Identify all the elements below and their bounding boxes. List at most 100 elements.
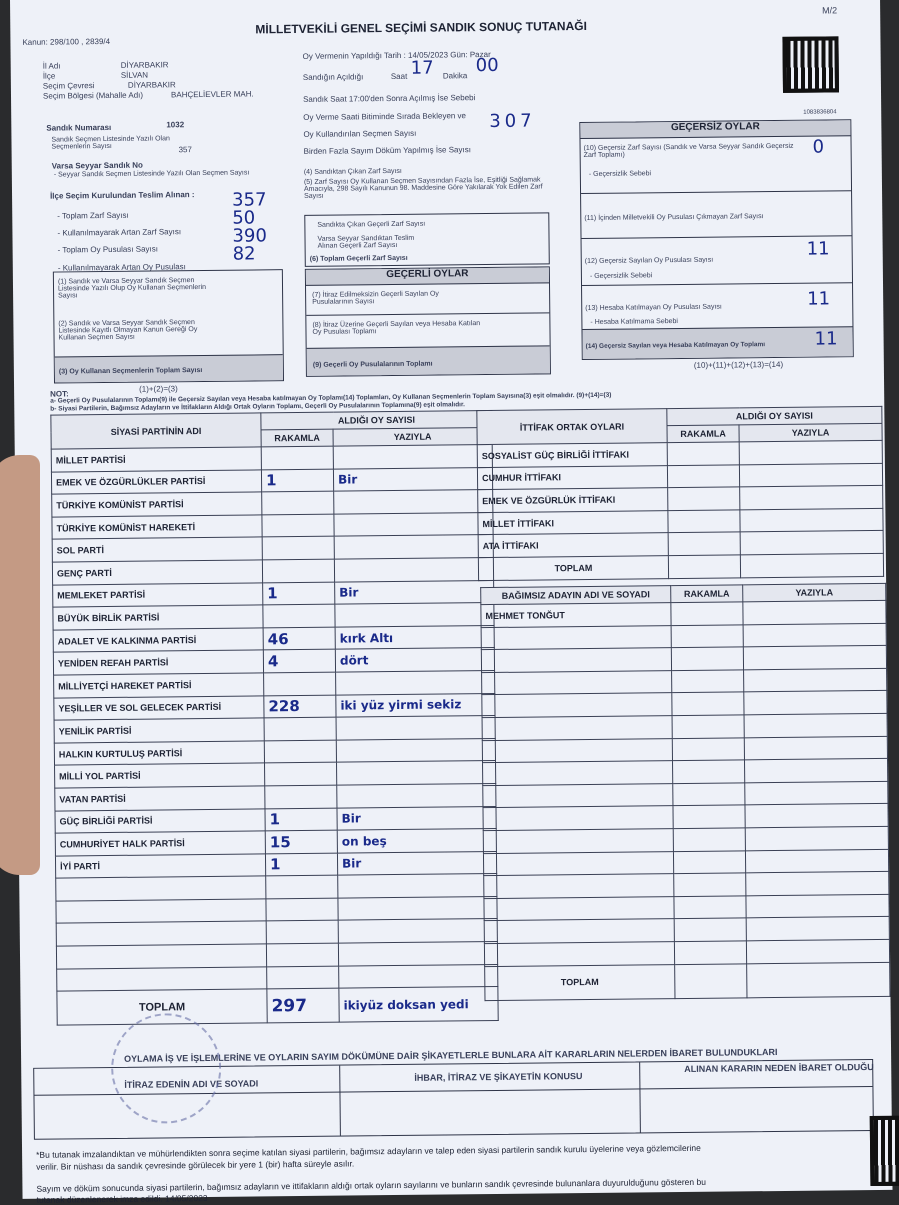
- il-value: DİYARBAKIR: [120, 60, 169, 70]
- alliance-name: EMEK VE ÖZGÜRLÜK İTTİFAKI: [477, 487, 668, 513]
- voting-date: Oy Vermenin Yapıldığı Tarih : 14/05/2023…: [302, 49, 491, 61]
- hour-value: 17: [410, 57, 434, 79]
- party-name: [55, 876, 266, 901]
- election-result-form: Kanun: 298/100 , 2839/4 MİLLETVEKİLİ GEN…: [10, 0, 899, 1205]
- party-votes-num: [266, 943, 339, 967]
- party-votes-text: [334, 557, 494, 582]
- party-votes-num: [264, 762, 337, 786]
- party-votes-text: Bir: [333, 467, 493, 492]
- party-votes-text: [338, 964, 498, 989]
- received-value: 82: [232, 243, 256, 265]
- valid-envelopes-box: Sandıkta Çıkan Geçerli Zarf Sayısı Varsa…: [304, 212, 550, 267]
- invalid-line-12: (12) Geçersiz Sayılan Oy Pusulası Sayısı: [584, 256, 714, 265]
- bolge-value: BAHÇELİEVLER MAH.: [170, 89, 254, 100]
- party-votes-num: [261, 446, 334, 470]
- alliance-text-header: YAZIYLA: [738, 423, 883, 442]
- party-votes-num: 46: [263, 626, 336, 651]
- minute-value: 00: [475, 54, 499, 77]
- party-votes-num: 1: [265, 852, 338, 877]
- num-header: RAKAMLA: [261, 429, 334, 447]
- party-name: EMEK VE ÖZGÜRLÜKLER PARTİSİ: [51, 469, 262, 495]
- cevre-value: DİYARBAKIR: [127, 80, 176, 90]
- invalid-line-11: (11) İçinden Milletvekili Oy Pusulası Çı…: [584, 213, 764, 222]
- party-votes-num: 228: [263, 694, 337, 719]
- party-name: [56, 921, 267, 947]
- party-name: MİLLET PARTİSİ: [51, 446, 262, 472]
- invalid-formula: (10)+(11)+(12)+(13)=(14): [693, 359, 784, 370]
- party-votes-text: Bir: [337, 851, 497, 876]
- alliance-name: CUMHUR İTTİFAKI: [477, 465, 668, 490]
- bolge-label: Seçim Bölgesi (Mahalle Adı): [42, 90, 144, 101]
- queue-label-2: Oy Kullandırılan Seçmen Sayısı: [303, 128, 417, 139]
- form-title: MİLLETVEKİLİ GENEL SEÇİMİ SANDIK SONUÇ T…: [255, 18, 587, 37]
- independent-name: [484, 941, 675, 967]
- party-votes-text: [338, 918, 498, 944]
- party-votes-num: [265, 875, 338, 899]
- party-votes-num: [264, 785, 337, 809]
- queue-value: 307: [489, 110, 536, 132]
- party-name: YEŞİLLER VE SOL GELECEK PARTİSİ: [53, 695, 265, 721]
- envelopes-6: (6) Toplam Geçerli Zarf Sayısı: [309, 254, 408, 263]
- party-name: YENİDEN REFAH PARTİSİ: [53, 650, 264, 676]
- independent-name: [482, 760, 673, 786]
- complaints-col-3: ALINAN KARARIN NEDEN İBARET OLDUĞU: [684, 1062, 874, 1074]
- party-votes-text: [334, 534, 494, 560]
- footer-note-2: verilir. Bir nüshası da sandık çevresind…: [36, 1158, 355, 1172]
- party-votes-text: Bir: [336, 805, 497, 831]
- independent-votes-table: BAĞIMSIZ ADAYIN ADI VE SOYADI RAKAMLA YAZI…: [480, 583, 890, 1001]
- party-name: GÜÇ BİRLİĞİ PARTİSİ: [54, 808, 266, 834]
- independent-name: [483, 828, 674, 854]
- invalid-votes-box: GEÇERSİZ OYLAR (10) Geçersiz Zarf Sayısı…: [579, 119, 854, 361]
- invalid-value-13: 11: [807, 288, 831, 310]
- party-total-num: 297: [266, 988, 340, 1024]
- independent-name: [481, 625, 672, 650]
- party-votes-num: [262, 559, 335, 583]
- party-name: TÜRKİYE KOMÜNİST HAREKETİ: [51, 514, 263, 540]
- party-votes-text: on beş: [337, 828, 497, 853]
- footer-note-1: *Bu tutanak imzalandıktan ve mühürlendik…: [36, 1142, 701, 1160]
- party-name: GENÇ PARTİ: [52, 559, 263, 585]
- independent-num-header: RAKAMLA: [670, 584, 743, 603]
- invalid-reason-10: - Geçersizlik Sebebi: [588, 170, 652, 178]
- party-name: HALKIN KURTULUŞ PARTİSİ: [54, 740, 265, 766]
- envelopes-v1: Sandıkta Çıkan Geçerli Zarf Sayısı: [317, 220, 426, 229]
- multi-count-label: Birden Fazla Sayım Döküm Yapılmış İse Sa…: [303, 145, 471, 156]
- form-code: M/2: [822, 5, 838, 16]
- seyyar-count-label: - Seyyar Sandık Seçmen Listesinde Yazılı…: [53, 169, 250, 179]
- independent-name: MEHMET TONĞUT: [480, 602, 672, 628]
- barcode-number: 1083836804: [803, 109, 837, 116]
- invalid-line-13: (13) Hesaba Katılmayan Oy Pusulası Sayıs…: [585, 303, 722, 312]
- party-name: CUMHURİYET HALK PARTİSİ: [55, 830, 266, 856]
- independent-name: [483, 851, 674, 876]
- party-name: [56, 943, 267, 969]
- independent-name: [482, 738, 673, 763]
- valid-line-8: (8) İtiraz Üzerine Geçerli Sayılan veya …: [312, 320, 481, 336]
- independent-name: [483, 896, 675, 921]
- party-name: TÜRKİYE KOMÜNİST PARTİSİ: [51, 492, 262, 517]
- party-name: MİLLİ YOL PARTİSİ: [54, 763, 265, 788]
- party-votes-text: [333, 489, 493, 514]
- party-votes-num: [265, 897, 339, 922]
- hour-label: Saat: [390, 71, 408, 82]
- party-votes-text: [336, 738, 496, 763]
- alliance-name: ATA İTTİFAKI: [478, 533, 669, 558]
- alliance-num-header: RAKAMLA: [666, 424, 740, 443]
- party-votes-num: [264, 717, 337, 741]
- alliance-name: MİLLET İTTİFAKI: [477, 510, 669, 536]
- invalid-total-value: 11: [814, 328, 838, 350]
- invalid-reason-13: - Hesaba Katılmama Sebebi: [590, 318, 678, 326]
- independent-name: [481, 647, 672, 673]
- party-votes-text: [336, 760, 496, 786]
- minute-label: Dakika: [442, 71, 468, 81]
- party-votes-num: [262, 536, 335, 560]
- party-votes-num: 1: [261, 468, 334, 493]
- party-votes-text: [334, 602, 495, 627]
- envelopes-4: (4) Sandıktan Çıkan Zarf Sayısı: [303, 167, 402, 176]
- party-votes-text: [333, 444, 493, 469]
- received-label: - Toplam Zarf Sayısı: [57, 210, 129, 221]
- independent-total-label: TOPLAM: [484, 964, 675, 1001]
- sandik-label: Sandık Numarası: [46, 122, 112, 133]
- party-votes-num: [263, 672, 336, 696]
- text-header: YAZIYLA: [333, 427, 493, 447]
- official-seal: [110, 1012, 222, 1124]
